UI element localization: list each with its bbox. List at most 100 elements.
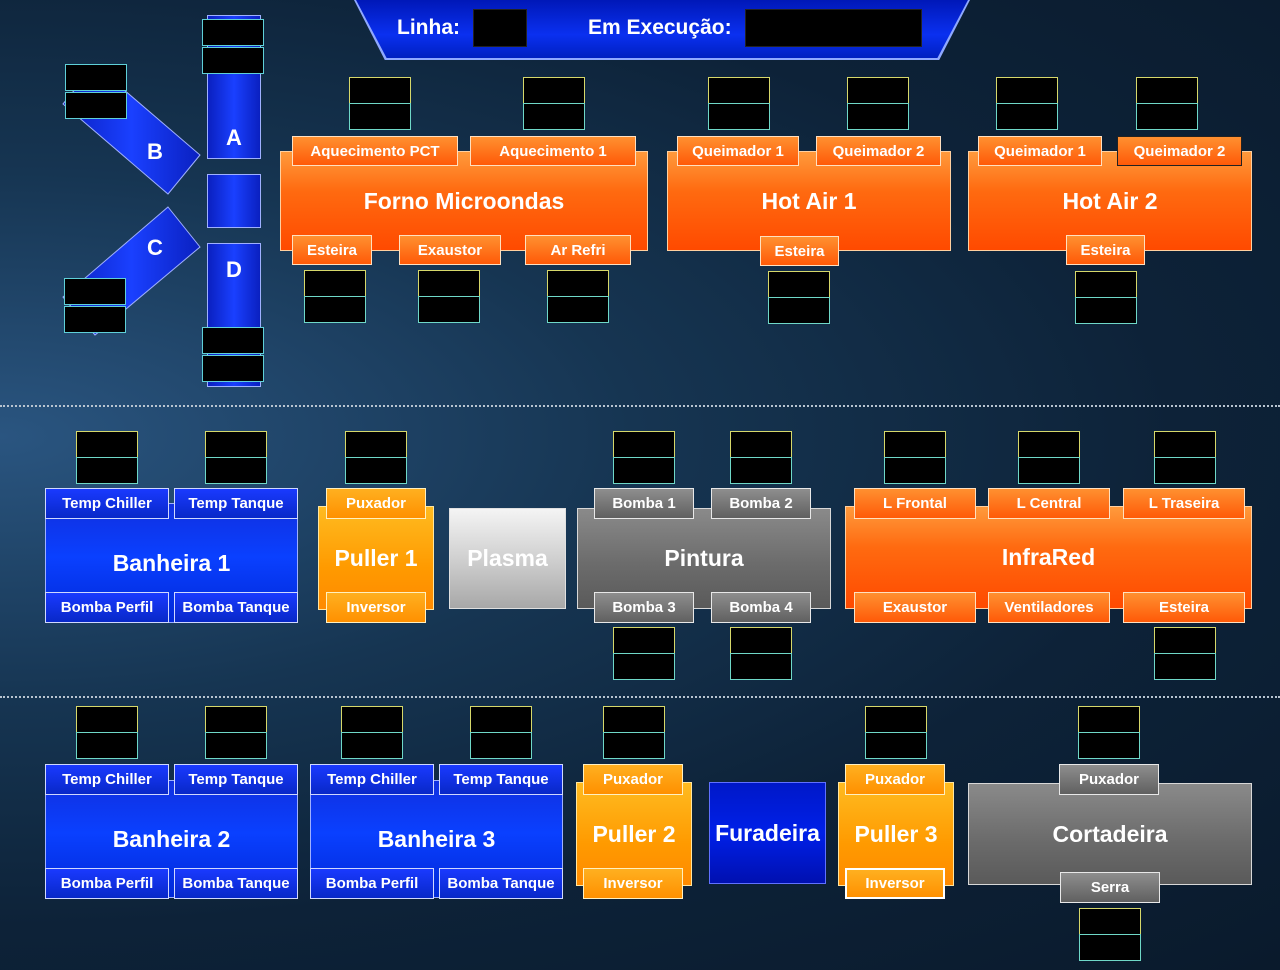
cortadeira-puxador-button[interactable]: Puxador bbox=[1059, 764, 1159, 795]
router-d-value-1 bbox=[202, 327, 264, 354]
puller1-title: Puller 1 bbox=[334, 544, 418, 571]
plasma-panel[interactable]: Plasma bbox=[449, 508, 566, 609]
hotair2-esteira-button[interactable]: Esteira bbox=[1066, 235, 1145, 265]
forno-bottom-display-3 bbox=[547, 270, 609, 324]
puller3-inversor-button[interactable]: Inversor bbox=[845, 868, 945, 899]
puller1-top-display bbox=[345, 431, 407, 485]
banheira2-temp-chiller-button[interactable]: Temp Chiller bbox=[45, 764, 169, 795]
section-divider-1 bbox=[0, 405, 1280, 407]
hotair2-title: Hot Air 2 bbox=[1062, 187, 1158, 214]
plasma-title: Plasma bbox=[467, 545, 548, 571]
router-b-value-1 bbox=[65, 64, 127, 91]
forno-bottom-display-1 bbox=[304, 270, 366, 324]
forno-top-display-1 bbox=[349, 77, 411, 131]
banheira3-temp-tanque-button[interactable]: Temp Tanque bbox=[439, 764, 563, 795]
pintura-bomba-2-button[interactable]: Bomba 2 bbox=[711, 488, 811, 519]
puller1-inversor-button[interactable]: Inversor bbox=[326, 592, 426, 623]
hotair1-bottom-display bbox=[768, 271, 830, 325]
router-label-c: C bbox=[147, 235, 163, 260]
forno-aquecimento-1-button[interactable]: Aquecimento 1 bbox=[470, 136, 636, 166]
banheira2-temp-tanque-button[interactable]: Temp Tanque bbox=[174, 764, 298, 795]
banheira2-bomba-tanque-button[interactable]: Bomba Tanque bbox=[174, 868, 298, 899]
puller3-top-display bbox=[865, 706, 927, 760]
pintura-bomba-4-button[interactable]: Bomba 4 bbox=[711, 592, 811, 623]
hotair1-top-display-1 bbox=[708, 77, 770, 131]
hotair2-bottom-display bbox=[1075, 271, 1137, 325]
infrared-ventiladores-button[interactable]: Ventiladores bbox=[988, 592, 1110, 623]
section-divider-2 bbox=[0, 696, 1280, 698]
cortadeira-top-display bbox=[1078, 706, 1140, 760]
puller2-puxador-button[interactable]: Puxador bbox=[583, 764, 683, 795]
forno-aquecimento-pct-button[interactable]: Aquecimento PCT bbox=[292, 136, 458, 166]
banheira3-top-display-1 bbox=[341, 706, 403, 760]
infrared-top-display-2 bbox=[1018, 431, 1080, 485]
banheira1-bomba-perfil-button[interactable]: Bomba Perfil bbox=[45, 592, 169, 623]
cortadeira-serra-button[interactable]: Serra bbox=[1060, 872, 1160, 903]
banheira3-bomba-tanque-button[interactable]: Bomba Tanque bbox=[439, 868, 563, 899]
puller2-title: Puller 2 bbox=[592, 820, 676, 847]
banheira1-temp-tanque-button[interactable]: Temp Tanque bbox=[174, 488, 298, 519]
infrared-l-traseira-button[interactable]: L Traseira bbox=[1123, 488, 1245, 519]
infrared-bottom-display bbox=[1154, 627, 1216, 681]
infrared-esteira-button[interactable]: Esteira bbox=[1123, 592, 1245, 623]
banheira3-temp-chiller-button[interactable]: Temp Chiller bbox=[310, 764, 434, 795]
router-d-value-2 bbox=[202, 355, 264, 382]
hotair1-esteira-button[interactable]: Esteira bbox=[760, 236, 839, 266]
furadeira-panel[interactable]: Furadeira bbox=[709, 782, 826, 884]
hotair1-queimador-2-button[interactable]: Queimador 2 bbox=[816, 136, 941, 166]
forno-top-display-2 bbox=[523, 77, 585, 131]
linha-field[interactable] bbox=[473, 9, 527, 47]
forno-bottom-display-2 bbox=[418, 270, 480, 324]
cortadeira-title: Cortadeira bbox=[1052, 820, 1168, 847]
router-label-a: A bbox=[226, 125, 242, 150]
furadeira-title: Furadeira bbox=[715, 819, 820, 846]
banheira1-temp-chiller-button[interactable]: Temp Chiller bbox=[45, 488, 169, 519]
pintura-bottom-display-2 bbox=[730, 627, 792, 681]
infrared-top-display-3 bbox=[1154, 431, 1216, 485]
hotair2-queimador-2-button[interactable]: Queimador 2 bbox=[1117, 136, 1242, 166]
hotair1-top-display-2 bbox=[847, 77, 909, 131]
banheira3-title: Banheira 3 bbox=[377, 825, 496, 852]
banheira3-top-display-2 bbox=[470, 706, 532, 760]
router-a-value-2 bbox=[202, 47, 264, 74]
forno-esteira-button[interactable]: Esteira bbox=[292, 235, 372, 265]
puller2-inversor-button[interactable]: Inversor bbox=[583, 868, 683, 899]
banheira1-top-display-2 bbox=[205, 431, 267, 485]
infrared-l-frontal-button[interactable]: L Frontal bbox=[854, 488, 976, 519]
hotair1-queimador-1-button[interactable]: Queimador 1 bbox=[677, 136, 799, 166]
banheira2-bomba-perfil-button[interactable]: Bomba Perfil bbox=[45, 868, 169, 899]
banheira1-title: Banheira 1 bbox=[112, 549, 231, 576]
router-c-value-2 bbox=[64, 306, 126, 333]
hotair1-title: Hot Air 1 bbox=[761, 187, 857, 214]
em-execucao-field[interactable] bbox=[745, 9, 922, 47]
pintura-bomba-3-button[interactable]: Bomba 3 bbox=[594, 592, 694, 623]
forno-title: Forno Microondas bbox=[363, 187, 565, 214]
pintura-title: Pintura bbox=[664, 545, 744, 571]
banheira3-bomba-perfil-button[interactable]: Bomba Perfil bbox=[310, 868, 434, 899]
puller3-title: Puller 3 bbox=[854, 820, 938, 847]
banheira1-top-display-1 bbox=[76, 431, 138, 485]
banheira2-top-display-1 bbox=[76, 706, 138, 760]
banheira1-bomba-tanque-button[interactable]: Bomba Tanque bbox=[174, 592, 298, 623]
router-a-value-1 bbox=[202, 19, 264, 46]
router-center bbox=[207, 174, 261, 228]
router-label-b: B bbox=[147, 139, 163, 164]
infrared-exaustor-button[interactable]: Exaustor bbox=[854, 592, 976, 623]
hot-air-2-panel[interactable]: Hot Air 2 bbox=[968, 151, 1252, 251]
banheira2-title: Banheira 2 bbox=[112, 825, 231, 852]
puller3-puxador-button[interactable]: Puxador bbox=[845, 764, 945, 795]
puller2-top-display bbox=[603, 706, 665, 760]
infrared-top-display-1 bbox=[884, 431, 946, 485]
cortadeira-panel[interactable]: Cortadeira bbox=[968, 783, 1252, 885]
cortadeira-bottom-display bbox=[1079, 908, 1141, 962]
puller1-puxador-button[interactable]: Puxador bbox=[326, 488, 426, 519]
hotair2-top-display-1 bbox=[996, 77, 1058, 131]
pintura-bomba-1-button[interactable]: Bomba 1 bbox=[594, 488, 694, 519]
hot-air-1-panel[interactable]: Hot Air 1 bbox=[667, 151, 951, 251]
forno-ar-refri-button[interactable]: Ar Refri bbox=[525, 235, 631, 265]
infrared-l-central-button[interactable]: L Central bbox=[988, 488, 1110, 519]
forno-exaustor-button[interactable]: Exaustor bbox=[399, 235, 501, 265]
router-b-value-2 bbox=[65, 92, 127, 119]
hotair2-queimador-1-button[interactable]: Queimador 1 bbox=[978, 136, 1102, 166]
infrared-title: InfraRed bbox=[1001, 544, 1096, 570]
